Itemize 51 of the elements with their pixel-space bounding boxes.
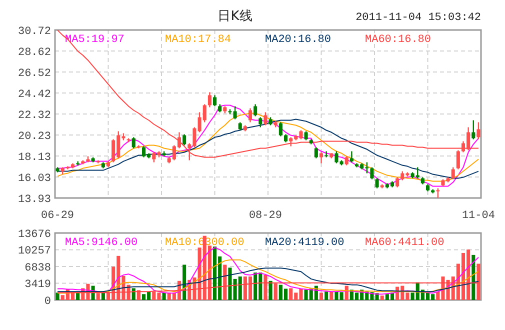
- bar: [319, 292, 324, 300]
- candlestick: [324, 151, 328, 158]
- y-tick-label: 0: [44, 296, 51, 308]
- bar: [380, 296, 384, 300]
- bar: [96, 293, 100, 300]
- line-series: [57, 247, 479, 295]
- bar: [223, 264, 227, 300]
- bar: [324, 292, 328, 300]
- bar: [274, 283, 278, 300]
- x-tick-label: 08-29: [248, 210, 282, 222]
- bar: [330, 292, 334, 300]
- y-tick-label: 16.03: [18, 172, 51, 185]
- chart-title: 日K线: [218, 9, 252, 24]
- y-tick-label: 13676: [18, 228, 51, 241]
- line-series: [57, 104, 479, 187]
- bar: [162, 292, 166, 300]
- y-tick-label: 3419: [24, 279, 51, 292]
- candlestick: [76, 161, 80, 166]
- y-tick-label: 26.52: [18, 68, 51, 80]
- bar: [476, 264, 480, 300]
- line-series: [57, 282, 479, 294]
- x-tick-label: 11-04: [462, 210, 496, 222]
- bar: [268, 280, 272, 300]
- line-series: [57, 259, 479, 294]
- y-tick-label: 6838: [24, 262, 51, 274]
- y-tick-label: 28.62: [18, 46, 51, 59]
- line-series: [57, 268, 479, 292]
- y-tick-label: 24.42: [18, 88, 51, 101]
- bar: [334, 292, 338, 300]
- bar: [264, 275, 268, 300]
- candlestick: [350, 151, 354, 162]
- text: MA10:17.84: [165, 34, 232, 46]
- y-tick-label: 22.32: [18, 110, 51, 122]
- y-tick-label: 20.23: [18, 130, 51, 143]
- text: MA60:16.80: [365, 34, 432, 46]
- text: MA60:4411.00: [365, 237, 444, 249]
- bar: [340, 292, 344, 300]
- text: MA5:9146.00: [65, 237, 138, 249]
- y-tick-label: 13.93: [18, 194, 51, 206]
- bar: [101, 292, 105, 300]
- bar: [56, 292, 60, 300]
- bar: [132, 288, 136, 300]
- bar: [228, 268, 232, 300]
- y-tick-label: 10257: [18, 246, 51, 258]
- x-tick-label: 06-29: [41, 210, 74, 222]
- y-tick-label: 30.72: [18, 26, 51, 38]
- chart-subtitle: 2011-11-04 15:03:42: [356, 12, 481, 24]
- text: MA20:16.80: [265, 34, 332, 46]
- series-label: MA20:4119.00: [265, 237, 344, 249]
- line-series: [57, 30, 479, 158]
- y-tick-label: 18.13: [18, 152, 51, 164]
